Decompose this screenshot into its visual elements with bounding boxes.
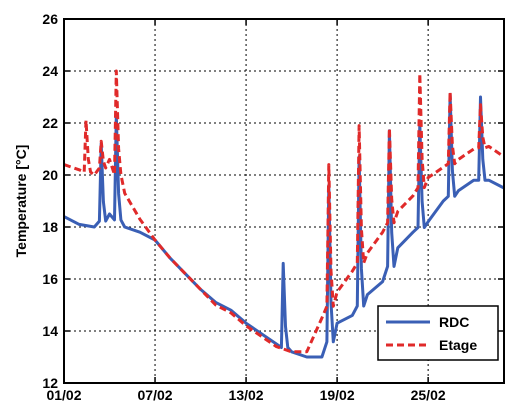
- y-tick-label-5: 22: [42, 115, 58, 131]
- plot-frame: [63, 18, 505, 384]
- axis-ticks: 12 14 16 18 20 22 24 26 01/02 07/02 13/02 19/02 25/0…: [42, 11, 504, 403]
- y-tick-label-0: 12: [42, 375, 58, 391]
- y-tick-label-2: 16: [42, 271, 58, 287]
- y-tick-label-6: 24: [42, 63, 58, 79]
- x-tick-label-2: 13/02: [229, 387, 264, 403]
- x-tick-label-4: 25/02: [411, 387, 446, 403]
- legend: RDC Etage: [377, 305, 499, 361]
- y-tick-label-7: 26: [42, 11, 58, 27]
- series-lines: [63, 69, 505, 359]
- legend-label-rdc: RDC: [439, 314, 469, 330]
- legend-box: [377, 305, 499, 361]
- y-tick-label-1: 14: [42, 323, 58, 339]
- y-tick-label-4: 20: [42, 167, 58, 183]
- x-tick-label-1: 07/02: [138, 387, 173, 403]
- x-tick-label-3: 19/02: [320, 387, 355, 403]
- y-tick-label-3: 18: [42, 219, 58, 235]
- x-tick-label-0: 01/02: [46, 387, 81, 403]
- series-line-etage: [63, 69, 505, 354]
- series-line-rdc: [63, 92, 505, 359]
- legend-label-etage: Etage: [439, 337, 477, 353]
- y-axis-title: Temperature [°C]: [13, 145, 29, 258]
